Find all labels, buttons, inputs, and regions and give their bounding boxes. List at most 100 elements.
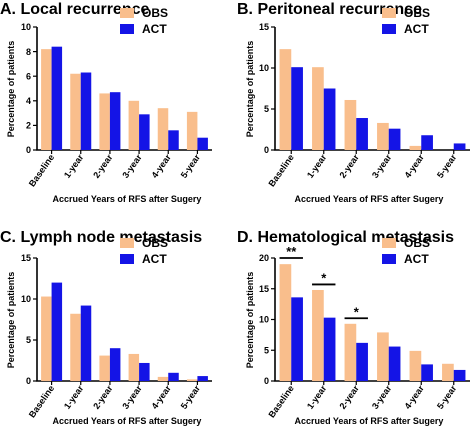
chart-panel-a: A. Local recurrence 0 2 4 6 8 10 Percentage of … [0, 1, 212, 204]
legend-label-act: ACT [404, 252, 429, 266]
bar-act-2-year [356, 118, 368, 150]
x-axis-label: Accrued Years of RFS after Sugery [53, 194, 202, 204]
legend-swatch-obs [382, 8, 396, 18]
y-tick-label: 10 [259, 63, 269, 73]
bar-obs-baseline [279, 49, 292, 150]
bar-act-2-year [356, 342, 368, 381]
y-tick-label: 10 [21, 22, 31, 32]
x-tick-label: 2-year [91, 383, 115, 411]
bar-obs-baseline [41, 296, 52, 381]
chart-title: A. Local recurrence [0, 1, 150, 18]
y-tick-label: 5 [264, 104, 269, 114]
legend-swatch-obs [120, 238, 134, 248]
bar-obs-2-year [344, 323, 357, 381]
bar-obs-1-year [70, 313, 81, 381]
bar-obs-3-year [128, 100, 140, 150]
x-tick-label: 1-year [305, 383, 329, 411]
y-axis-label: Percentage of patients [245, 41, 255, 138]
y-tick-label: 20 [259, 253, 269, 263]
legend-swatch-act [120, 24, 134, 34]
x-axis-label: Accrued Years of RFS after Sugery [295, 416, 444, 426]
bar-obs-1-year [70, 73, 81, 150]
chart-title: B. Peritoneal recurrence [237, 1, 422, 18]
x-tick-label: 2-year [91, 152, 115, 180]
y-tick-label: 0 [26, 145, 31, 155]
bar-act-baseline [51, 282, 63, 381]
x-tick-label: 5-year [179, 383, 203, 411]
y-tick-label: 5 [26, 335, 31, 345]
y-tick-label: 5 [264, 345, 269, 355]
legend-swatch-act [382, 254, 396, 264]
x-tick-label: 3-year [370, 383, 394, 411]
y-tick-label: 0 [26, 376, 31, 386]
chart-title: D. Hematological metastasis [237, 229, 454, 246]
bar-obs-4-year [409, 350, 422, 381]
significance-marker: * [354, 304, 360, 319]
y-axis-label: Percentage of patients [6, 272, 16, 369]
x-tick-label: 5-year [435, 152, 459, 180]
bar-obs-4-year [409, 145, 422, 150]
legend-label-obs: OBS [142, 6, 168, 20]
bar-act-5-year [197, 376, 208, 381]
bar-act-5-year [453, 369, 466, 381]
bar-act-5-year [453, 143, 466, 150]
y-tick-label: 0 [264, 376, 269, 386]
bar-act-4-year [168, 130, 179, 150]
chart-title: C. Lymph node metastasis [0, 229, 202, 246]
legend-label-obs: OBS [404, 236, 430, 250]
y-tick-label: 8 [26, 47, 31, 57]
y-axis-label: Percentage of patients [245, 272, 255, 369]
x-tick-label: 4-year [149, 383, 173, 411]
x-tick-label: 4-year [402, 383, 426, 411]
bar-act-baseline [51, 46, 63, 150]
chart-panel-b: B. Peritoneal recurrence 0 5 10 15 Percentage… [237, 1, 470, 204]
x-tick-label: 2-year [337, 152, 361, 180]
y-tick-label: 0 [264, 145, 269, 155]
bar-act-1-year [323, 88, 336, 150]
x-tick-label: 4-year [402, 152, 426, 180]
legend-swatch-act [120, 254, 134, 264]
bar-obs-4-year [157, 376, 169, 381]
bar-act-3-year [388, 346, 401, 381]
bar-obs-2-year [99, 355, 110, 381]
bar-obs-baseline [41, 49, 52, 150]
bar-obs-1-year [312, 289, 324, 381]
y-tick-label: 15 [21, 253, 31, 263]
bar-act-baseline [291, 297, 303, 381]
significance-marker: * [321, 270, 327, 285]
bar-act-5-year [197, 137, 208, 150]
y-tick-label: 2 [26, 121, 31, 131]
x-tick-label: 3-year [120, 383, 144, 411]
y-axis-label: Percentage of patients [6, 41, 16, 138]
bar-act-2-year [109, 92, 121, 150]
x-tick-label: 2-year [337, 383, 361, 411]
bar-act-4-year [421, 135, 433, 150]
bar-obs-5-year [186, 379, 198, 381]
y-tick-label: 10 [21, 294, 31, 304]
bar-obs-baseline [279, 264, 292, 381]
x-tick-label: 3-year [370, 152, 394, 180]
legend-label-act: ACT [404, 22, 429, 36]
bar-obs-3-year [377, 122, 389, 150]
bar-obs-3-year [128, 353, 140, 381]
bar-act-1-year [80, 305, 92, 381]
chart-panel-c: C. Lymph node metastasis 0 5 10 15 Percentage… [0, 229, 212, 426]
bar-act-3-year [139, 362, 150, 381]
y-tick-label: 4 [26, 96, 31, 106]
x-axis-label: Accrued Years of RFS after Sugery [53, 416, 202, 426]
y-tick-label: 15 [259, 284, 269, 294]
y-tick-label: 10 [259, 315, 269, 325]
bar-obs-1-year [312, 67, 324, 150]
bar-act-2-year [109, 348, 121, 381]
chart-panel-d: D. Hematological metastasis 0 5 10 15 20 Perce… [237, 229, 470, 426]
x-tick-label: 5-year [179, 152, 203, 180]
y-tick-label: 15 [259, 22, 269, 32]
bar-obs-2-year [99, 93, 110, 150]
bar-obs-5-year [442, 363, 454, 381]
x-tick-label: Baseline [27, 152, 56, 188]
x-tick-label: 5-year [435, 383, 459, 411]
bar-act-baseline [291, 67, 303, 150]
x-tick-label: 3-year [120, 152, 144, 180]
x-tick-label: Baseline [27, 383, 56, 419]
